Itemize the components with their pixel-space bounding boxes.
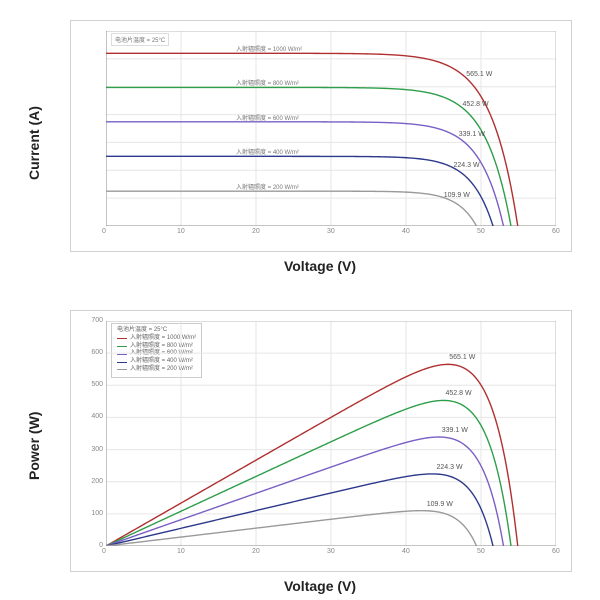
iv-irradiance-label: 入射辐照度 = 400 W/m² (236, 147, 299, 156)
pv-curve-power-label: 339.1 W (442, 427, 468, 434)
iv-irradiance-label: 入射辐照度 = 1000 W/m² (236, 44, 302, 53)
iv-svg (106, 31, 556, 226)
pv-xtick: 60 (552, 548, 560, 555)
iv-xtick: 40 (402, 228, 410, 235)
iv-xtick: 50 (477, 228, 485, 235)
page-root: Current (A) Power (W) 电池片温度 = 25°C 01020… (0, 0, 600, 600)
iv-irradiance-label: 入射辐照度 = 200 W/m² (236, 182, 299, 191)
iv-curve-power-label: 452.8 W (463, 101, 489, 108)
iv-ylabel: Current (A) (26, 106, 42, 180)
iv-curve-power-label: 109.9 W (444, 192, 470, 199)
iv-xlabel: Voltage (V) (70, 258, 570, 274)
pv-curve-power-label: 452.8 W (446, 390, 472, 397)
pv-plot-area (106, 321, 556, 546)
pv-ytick: 100 (91, 510, 103, 517)
pv-xtick: 30 (327, 548, 335, 555)
iv-curve-power-label: 565.1 W (466, 71, 492, 78)
pv-xtick: 20 (252, 548, 260, 555)
pv-ytick: 600 (91, 349, 103, 356)
iv-curve-power-label: 224.3 W (454, 162, 480, 169)
pv-xtick: 40 (402, 548, 410, 555)
pv-ytick: 700 (91, 317, 103, 324)
iv-irradiance-label: 入射辐照度 = 800 W/m² (236, 78, 299, 87)
pv-ytick: 0 (99, 542, 103, 549)
iv-xtick: 10 (177, 228, 185, 235)
iv-plot-area (106, 31, 556, 226)
pv-svg (106, 321, 556, 546)
iv-xtick: 20 (252, 228, 260, 235)
iv-xtick: 0 (102, 228, 106, 235)
iv-panel: 电池片温度 = 25°C 0102030405060 入射辐照度 = 1000 … (70, 20, 572, 252)
iv-irradiance-label: 入射辐照度 = 600 W/m² (236, 113, 299, 122)
iv-curve-power-label: 339.1 W (459, 131, 485, 138)
pv-xlabel: Voltage (V) (70, 578, 570, 594)
pv-ylabel: Power (W) (26, 412, 42, 480)
pv-curve-power-label: 224.3 W (437, 464, 463, 471)
pv-curve-power-label: 109.9 W (427, 501, 453, 508)
pv-xtick: 10 (177, 548, 185, 555)
pv-panel: 电池片温度 = 25°C入射辐照度 = 1000 W/m²入射辐照度 = 800… (70, 310, 572, 572)
pv-xtick: 50 (477, 548, 485, 555)
pv-curve-power-label: 565.1 W (449, 354, 475, 361)
pv-xtick: 0 (102, 548, 106, 555)
pv-ytick: 500 (91, 381, 103, 388)
iv-xtick: 60 (552, 228, 560, 235)
iv-xtick: 30 (327, 228, 335, 235)
pv-ytick: 300 (91, 446, 103, 453)
pv-ytick: 400 (91, 413, 103, 420)
pv-ytick: 200 (91, 478, 103, 485)
